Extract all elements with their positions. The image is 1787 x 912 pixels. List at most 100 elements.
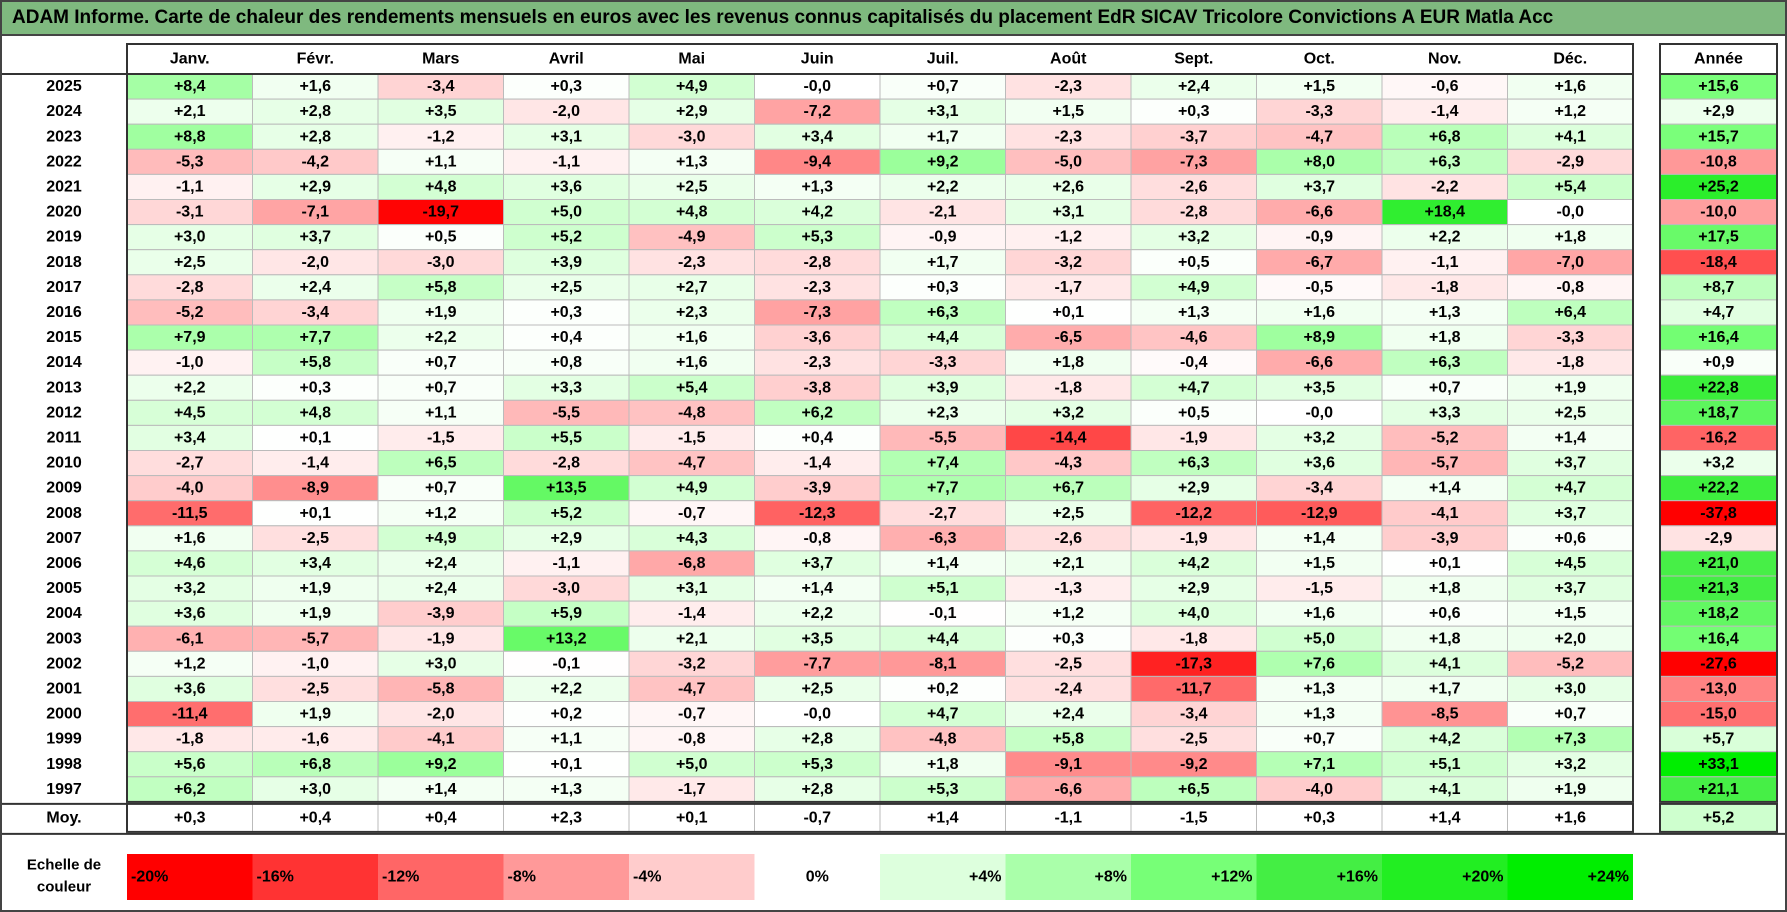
average-cell-value: +1,4 [1429,809,1461,826]
heatmap-cell [1507,324,1634,351]
heatmap-cell [126,199,253,226]
heatmap-cell-value: -4,1 [1431,505,1459,522]
heatmap-cell [879,324,1006,351]
heatmap-cell-value: -5,2 [1431,429,1459,446]
heatmap-cell-value: +0,4 [550,329,582,346]
heatmap-cell [503,500,630,527]
heatmap-cell [1381,199,1508,226]
heatmap-cell [754,148,881,175]
average-cell-value: +1,4 [927,809,959,826]
heatmap-cell-value: -6,3 [929,530,957,547]
heatmap-cell-value: +0,4 [801,429,833,446]
annual-cell-value: +15,7 [1698,128,1739,145]
average-row-border [126,802,1634,833]
heatmap-cell [377,550,504,577]
heatmap-cell-value: -2,8 [552,455,580,472]
heatmap-cell-value: +2,5 [676,178,708,195]
heatmap-cell-value: -11,7 [1176,680,1212,697]
heatmap-cell-value: -1,9 [427,630,455,647]
heatmap-cell-value: -0,4 [1180,354,1208,371]
scale-stop-label: -4% [633,869,661,886]
heatmap-cell [1005,199,1132,226]
heatmap-cell-value: +3,7 [1554,455,1586,472]
heatmap-cell-value: +3,1 [550,128,582,145]
row-year-label: 2007 [46,530,82,547]
heatmap-cell [879,199,1006,226]
heatmap-cell-value: -14,4 [1050,429,1087,446]
heatmap-cell [754,500,881,527]
heatmap-cell [754,249,881,276]
heatmap-cell [377,274,504,301]
heatmap-cell-value: -6,1 [176,630,204,647]
heatmap-cell-value: -3,4 [427,78,455,95]
heatmap-cell-value: +4,0 [1178,605,1210,622]
heatmap-cell-value: +0,3 [927,279,959,296]
heatmap-cell-value: +1,2 [1554,103,1586,120]
heatmap-cell-value: -2,5 [1180,731,1208,748]
heatmap-cell-value: -1,2 [1054,229,1082,246]
heatmap-cell [1130,751,1257,778]
heatmap-cell-value: +5,6 [174,756,206,773]
heatmap-cell [1256,650,1383,677]
heatmap-cell-value: +2,4 [1178,78,1210,95]
month-header: Oct. [1304,51,1335,68]
average-cell-value: -1,1 [1054,809,1082,826]
heatmap-cell [1130,399,1257,426]
heatmap-cell [628,274,755,301]
heatmap-cell-value: +1,6 [1303,304,1335,321]
heatmap-cell-value: -2,3 [803,354,831,371]
heatmap-cell-value: -1,4 [301,455,329,472]
heatmap-cell-value: +18,4 [1425,204,1466,221]
heatmap-cell-value: -12,2 [1176,505,1213,522]
heatmap-cell [126,173,253,200]
heatmap-cell-value: +4,8 [299,404,331,421]
heatmap-cell [1256,450,1383,477]
heatmap-cell-value: +5,5 [550,429,582,446]
heatmap-cell-value: +2,1 [174,103,206,120]
heatmap-cell [1005,701,1132,728]
annual-cell-value: +18,2 [1698,605,1739,622]
heatmap-cell [754,173,881,200]
heatmap-cell-value: +3,1 [1052,204,1084,221]
annual-cell-value: +21,3 [1698,580,1739,597]
month-header: Sept. [1174,51,1213,68]
heatmap-cell-value: -0,0 [1305,404,1333,421]
heatmap-cell-value: -0,9 [1305,229,1333,246]
heatmap-cell [1005,600,1132,627]
heatmap-cell [252,675,379,703]
heatmap-cell-value: +4,8 [676,204,708,221]
annual-cell-value: +16,4 [1698,630,1739,647]
heatmap-cell-value: -1,5 [1305,580,1333,597]
heatmap-cell [252,575,379,602]
average-cell [754,803,881,833]
heatmap-cell [1507,199,1634,226]
heatmap-cell [628,299,755,326]
heatmap-cell-value: +2,0 [1554,630,1586,647]
heatmap-cell-value: -3,0 [678,128,706,145]
heatmap-cell-value: -3,7 [1180,128,1208,145]
month-header: Févr. [297,51,334,68]
heatmap-cell-value: +0,7 [1303,731,1335,748]
heatmap-cell [628,349,755,376]
heatmap-cell [1256,199,1383,226]
scale-label-line1: Echelle de [27,857,101,874]
heatmap-cell-value: -1,6 [301,731,329,748]
heatmap-cell-value: -3,4 [1305,480,1333,497]
heatmap-cell-value: +2,5 [1554,404,1586,421]
heatmap-cell-value: -3,0 [552,580,580,597]
heatmap-cell-value: -2,7 [929,505,957,522]
heatmap-cell-value: -11,5 [172,505,208,522]
heatmap-cell-value: -0,1 [929,605,957,622]
heatmap-cell-value: +3,7 [801,555,833,572]
heatmap-cell [628,500,755,527]
heatmap-cell [1005,751,1132,778]
heatmap-cell [628,374,755,401]
heatmap-cell [1130,123,1257,150]
heatmap-cell [628,475,755,502]
annual-cell-value: +33,1 [1698,756,1739,773]
average-annual-cell [1659,802,1778,833]
heatmap-cell-value: -0,6 [1431,78,1459,95]
heatmap-cell-value: +3,4 [174,429,206,446]
heatmap-cell [1130,299,1257,326]
scale-swatch [1507,854,1633,900]
